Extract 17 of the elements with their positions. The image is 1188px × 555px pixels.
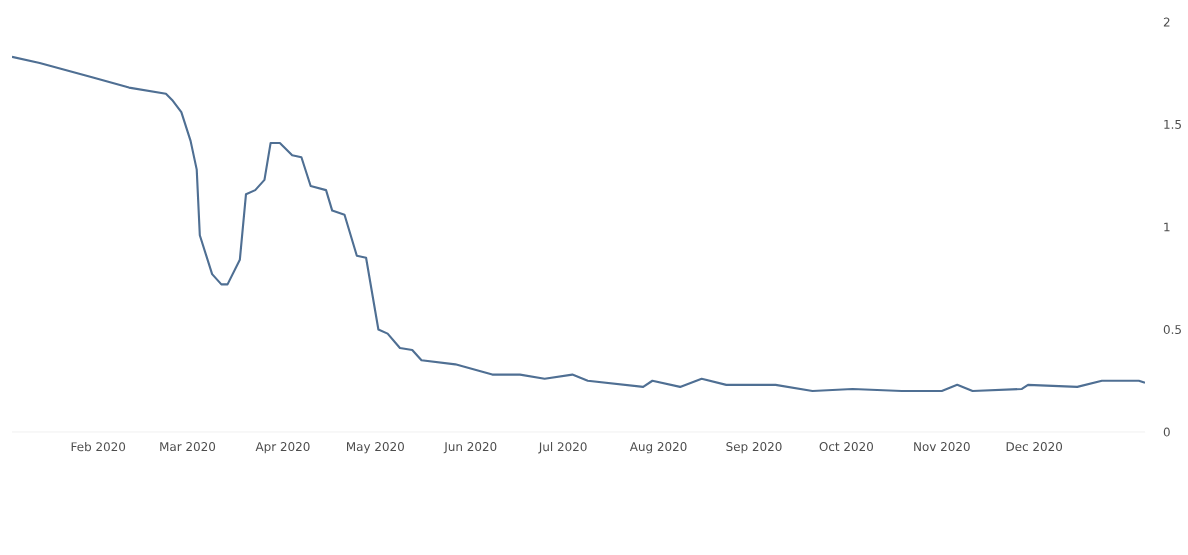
x-tick-label: Apr 2020 [255, 442, 310, 454]
x-tick-label: Dec 2020 [1006, 442, 1063, 452]
x-tick-label: Sep 2020 [726, 442, 782, 454]
y-tick-label: 0 [1163, 427, 1170, 437]
y-tick-label: 0.5 [1163, 324, 1181, 335]
x-tick-label: Aug 2020 [629, 442, 687, 454]
y-tick-label: 1 [1164, 222, 1170, 232]
line-series [12, 55, 1146, 393]
y-tick-label: 2 [1163, 17, 1170, 27]
y-tick-label: 1.5 [1164, 120, 1181, 129]
x-tick-label: Mar 2020 [160, 442, 216, 452]
x-tick-label: Nov 2020 [914, 442, 970, 452]
x-tick-label: Oct 2020 [819, 442, 873, 452]
x-tick-label: May 2020 [347, 442, 404, 454]
x-tick-label: Feb 2020 [71, 442, 126, 452]
x-tick-label: Jun 2020 [443, 442, 497, 454]
x-tick-label: Jul 2020 [538, 442, 587, 454]
